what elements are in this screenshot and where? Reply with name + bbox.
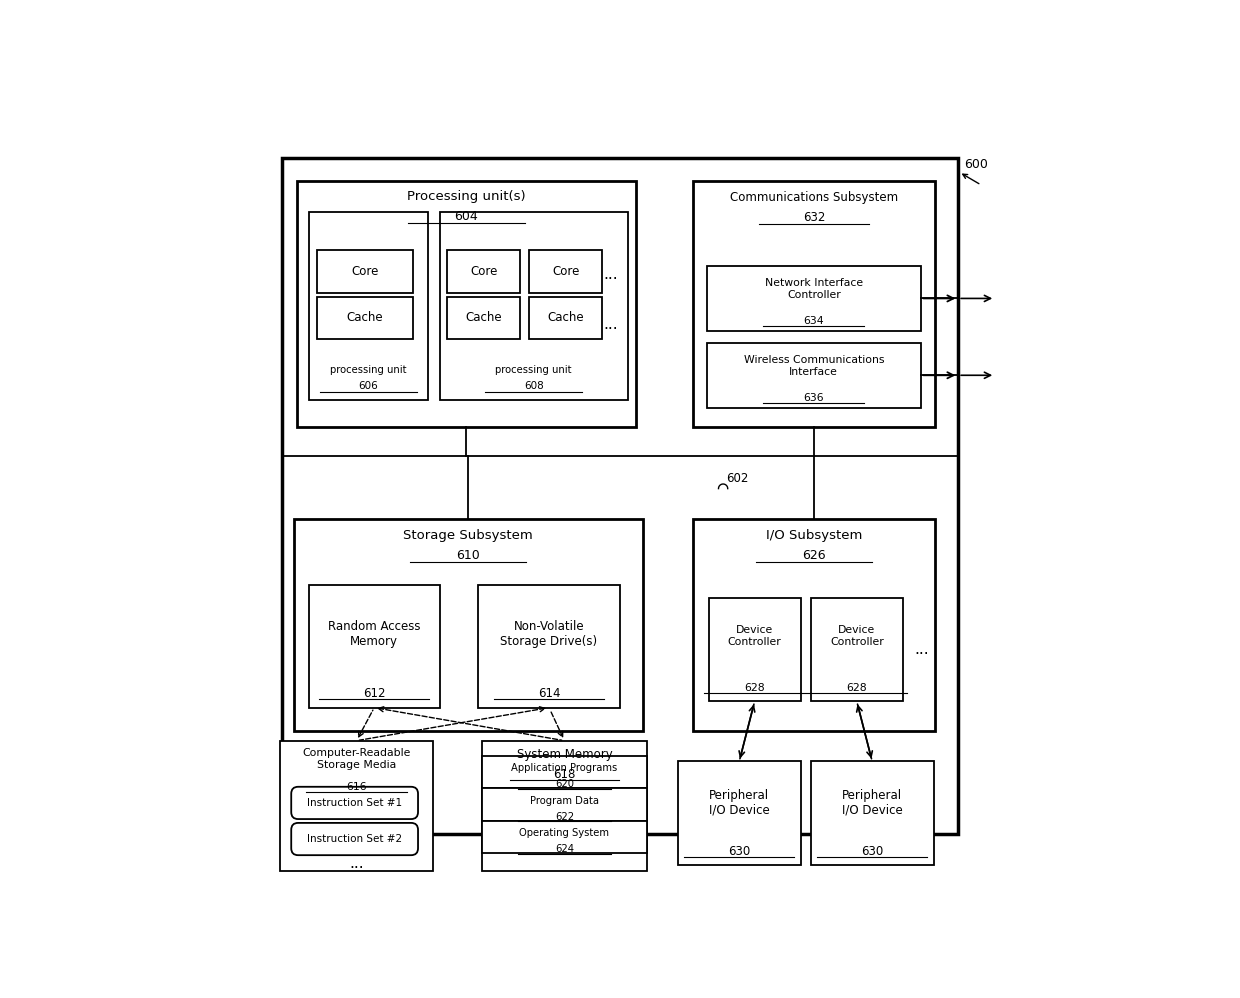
Text: System Memory: System Memory (517, 748, 613, 761)
Text: Core: Core (470, 265, 497, 278)
Text: Wireless Communications
Interface: Wireless Communications Interface (744, 355, 884, 377)
Text: Operating System: Operating System (520, 828, 609, 838)
Bar (448, 296, 521, 338)
Text: 618: 618 (553, 768, 575, 781)
Text: Program Data: Program Data (529, 795, 599, 805)
Text: 614: 614 (538, 688, 560, 701)
Text: 628: 628 (744, 683, 765, 693)
Text: Cache: Cache (465, 311, 502, 324)
Text: 632: 632 (804, 211, 826, 224)
Text: Core: Core (351, 265, 378, 278)
Bar (707, 265, 920, 331)
FancyBboxPatch shape (291, 786, 418, 819)
Text: Device
Controller: Device Controller (728, 626, 781, 647)
FancyBboxPatch shape (291, 823, 418, 855)
Bar (309, 585, 439, 708)
Text: I/O Subsystem: I/O Subsystem (766, 529, 862, 542)
Text: Instruction Set #1: Instruction Set #1 (308, 798, 402, 808)
Bar (678, 761, 801, 865)
Text: Device
Controller: Device Controller (830, 626, 884, 647)
Text: 612: 612 (363, 688, 386, 701)
Bar (316, 296, 413, 338)
Text: 602: 602 (727, 472, 749, 485)
Text: 604: 604 (455, 211, 479, 224)
Text: ...: ... (915, 642, 930, 657)
Text: Non-Volatile
Storage Drive(s): Non-Volatile Storage Drive(s) (501, 620, 598, 648)
Text: Cache: Cache (548, 311, 584, 324)
Text: 634: 634 (804, 316, 825, 326)
Bar (811, 761, 934, 865)
Text: Network Interface
Controller: Network Interface Controller (765, 278, 863, 300)
Text: processing unit: processing unit (330, 364, 407, 374)
Text: ...: ... (604, 266, 619, 281)
Text: Computer-Readable
Storage Media: Computer-Readable Storage Media (303, 748, 410, 769)
Bar (316, 250, 413, 292)
Text: Communications Subsystem: Communications Subsystem (730, 191, 898, 204)
Bar (482, 788, 647, 820)
Bar (298, 182, 635, 427)
Bar (708, 598, 801, 702)
Text: 624: 624 (556, 844, 574, 854)
Text: Cache: Cache (346, 311, 383, 324)
Bar (482, 756, 647, 788)
Bar (529, 296, 603, 338)
Text: 628: 628 (847, 683, 867, 693)
Text: ...: ... (604, 317, 619, 332)
Bar (477, 585, 620, 708)
Text: 606: 606 (358, 381, 378, 391)
Text: Application Programs: Application Programs (511, 763, 618, 773)
Text: 616: 616 (346, 781, 367, 791)
Text: 620: 620 (556, 779, 574, 789)
Text: processing unit: processing unit (496, 364, 572, 374)
Bar (482, 820, 647, 853)
Text: 600: 600 (963, 159, 987, 172)
Text: Peripheral
I/O Device: Peripheral I/O Device (709, 789, 770, 817)
Bar (439, 212, 627, 400)
Bar (811, 598, 903, 702)
Text: 630: 630 (728, 845, 750, 858)
Text: ...: ... (350, 856, 363, 871)
Bar (529, 250, 603, 292)
Text: Storage Subsystem: Storage Subsystem (403, 529, 533, 542)
Text: Instruction Set #2: Instruction Set #2 (308, 834, 402, 844)
Text: 608: 608 (523, 381, 543, 391)
Text: Processing unit(s): Processing unit(s) (407, 190, 526, 204)
Text: 610: 610 (456, 549, 480, 562)
Bar (294, 519, 644, 731)
Bar (482, 741, 647, 871)
Bar (281, 159, 959, 834)
Text: Peripheral
I/O Device: Peripheral I/O Device (842, 789, 903, 817)
Text: 626: 626 (802, 549, 826, 562)
Text: Core: Core (552, 265, 579, 278)
Bar (693, 182, 935, 427)
Bar (280, 741, 434, 871)
Text: 630: 630 (861, 845, 883, 858)
Bar (707, 342, 920, 408)
Text: Random Access
Memory: Random Access Memory (327, 620, 420, 648)
Text: 622: 622 (554, 811, 574, 821)
Bar (693, 519, 935, 731)
Bar (309, 212, 428, 400)
Bar (448, 250, 521, 292)
Text: 636: 636 (804, 393, 825, 403)
